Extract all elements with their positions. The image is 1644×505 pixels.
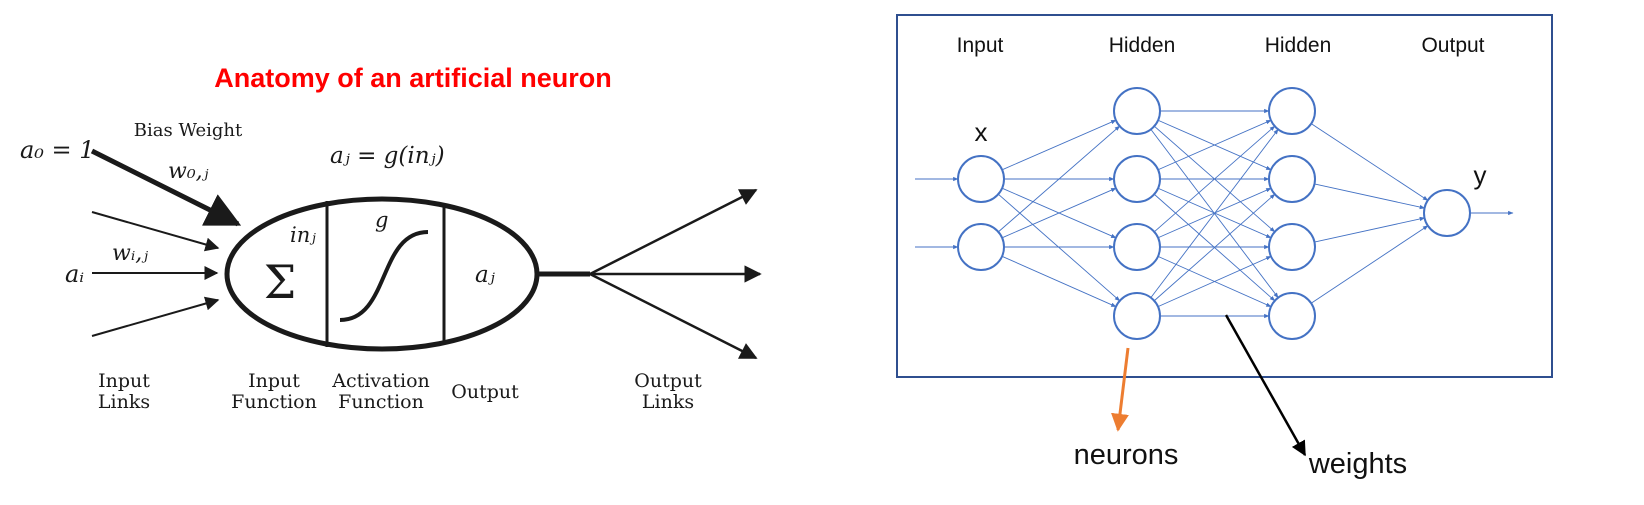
captions: Input Links Input Function Activation Fu… — [98, 370, 702, 413]
w0j-label: w₀,ⱼ — [168, 159, 209, 184]
neural-network-diagram: Input Hidden Hidden Output x y neurons w… — [896, 14, 1553, 480]
layer-label-output: Output — [1421, 34, 1484, 57]
weight-connection-l3-1-1 — [1310, 123, 1429, 201]
sigmoid-curve — [339, 230, 429, 322]
neuron-layer2-1 — [1113, 87, 1161, 135]
network-neurons — [957, 87, 1471, 340]
neuron-layer3-3 — [1268, 223, 1316, 271]
y-label: y — [1474, 160, 1487, 190]
neuron-layer2-2 — [1113, 155, 1161, 203]
a0-equation: a₀ = 1 — [20, 136, 95, 164]
weights-pointer-arrow — [1224, 314, 1307, 457]
caption-input-links-line1: Input — [98, 370, 150, 392]
neuron-layer2-3 — [1113, 223, 1161, 271]
weight-connection-l1-2-4 — [1001, 255, 1117, 308]
weights-label: weights — [1308, 448, 1407, 480]
weight-connection-l2-4-3 — [1157, 255, 1272, 308]
neuron-layer1-2 — [957, 223, 1005, 271]
weight-connection-l1-1-4 — [997, 193, 1121, 302]
sigma-symbol: Σ — [264, 255, 297, 309]
x-label: x — [975, 117, 988, 147]
neuron-layer2-4 — [1113, 292, 1161, 340]
layer-label-hidden-1: Hidden — [1109, 34, 1176, 57]
ai-label: aᵢ — [65, 260, 84, 288]
layer-label-hidden-2: Hidden — [1265, 34, 1332, 57]
caption-input-function-line2: Function — [231, 391, 317, 413]
neurons-label: neurons — [1074, 439, 1179, 471]
weight-connection-l1-2-1 — [998, 125, 1121, 233]
weight-connection-l2-4-2 — [1153, 193, 1276, 302]
weight-connection-l2-4-1 — [1150, 128, 1279, 298]
aj-equation: aⱼ = g(inⱼ) — [330, 143, 445, 169]
caption-activation-function-line1: Activation — [331, 370, 430, 392]
wij-label: wᵢ,ⱼ — [112, 241, 148, 266]
network-frame — [896, 14, 1553, 378]
weight-connection-l3-2-1 — [1314, 183, 1426, 210]
neuron-layer1-1 — [957, 155, 1005, 203]
g-label: g — [375, 208, 388, 232]
neurons-pointer-arrow — [1111, 347, 1130, 432]
neuron-layer3-4 — [1268, 292, 1316, 340]
in-j-label: inⱼ — [290, 223, 316, 247]
neuron-layer3-1 — [1268, 87, 1316, 135]
caption-input-function-line1: Input — [248, 370, 300, 392]
output-link-3 — [589, 272, 758, 360]
caption-output-links-line1: Output — [634, 370, 702, 392]
network-connections — [915, 108, 1514, 319]
caption-output-links-line2: Links — [642, 391, 694, 413]
caption-input-links-line2: Links — [98, 391, 150, 413]
neuron-layer3-2 — [1268, 155, 1316, 203]
caption-output: Output — [451, 381, 519, 403]
input-link-1 — [91, 211, 220, 252]
caption-activation-function-line2: Function — [338, 391, 424, 413]
weight-connection-l2-2-1 — [1157, 119, 1272, 171]
weight-connection-l1-2-2 — [1001, 187, 1117, 239]
weight-connection-l3-3-1 — [1314, 216, 1426, 243]
neuron-diagram-title: Anatomy of an artificial neuron — [214, 63, 612, 93]
bias-weight-label: Bias Weight — [134, 120, 243, 141]
weight-connection-l3-4-1 — [1310, 225, 1429, 304]
output-link-1 — [589, 188, 758, 276]
bias-input-link — [90, 148, 242, 227]
weight-connection-l2-3-1 — [1153, 125, 1276, 233]
neuron-anatomy-diagram: Anatomy of an artificial neuron Bias Wei… — [20, 63, 762, 413]
input-link-3 — [91, 296, 220, 337]
neuron-layer4-1 — [1423, 189, 1471, 237]
layer-label-input: Input — [957, 34, 1004, 57]
weight-connection-l1-1-1 — [1001, 119, 1117, 171]
a-j-label: aⱼ — [475, 262, 496, 288]
